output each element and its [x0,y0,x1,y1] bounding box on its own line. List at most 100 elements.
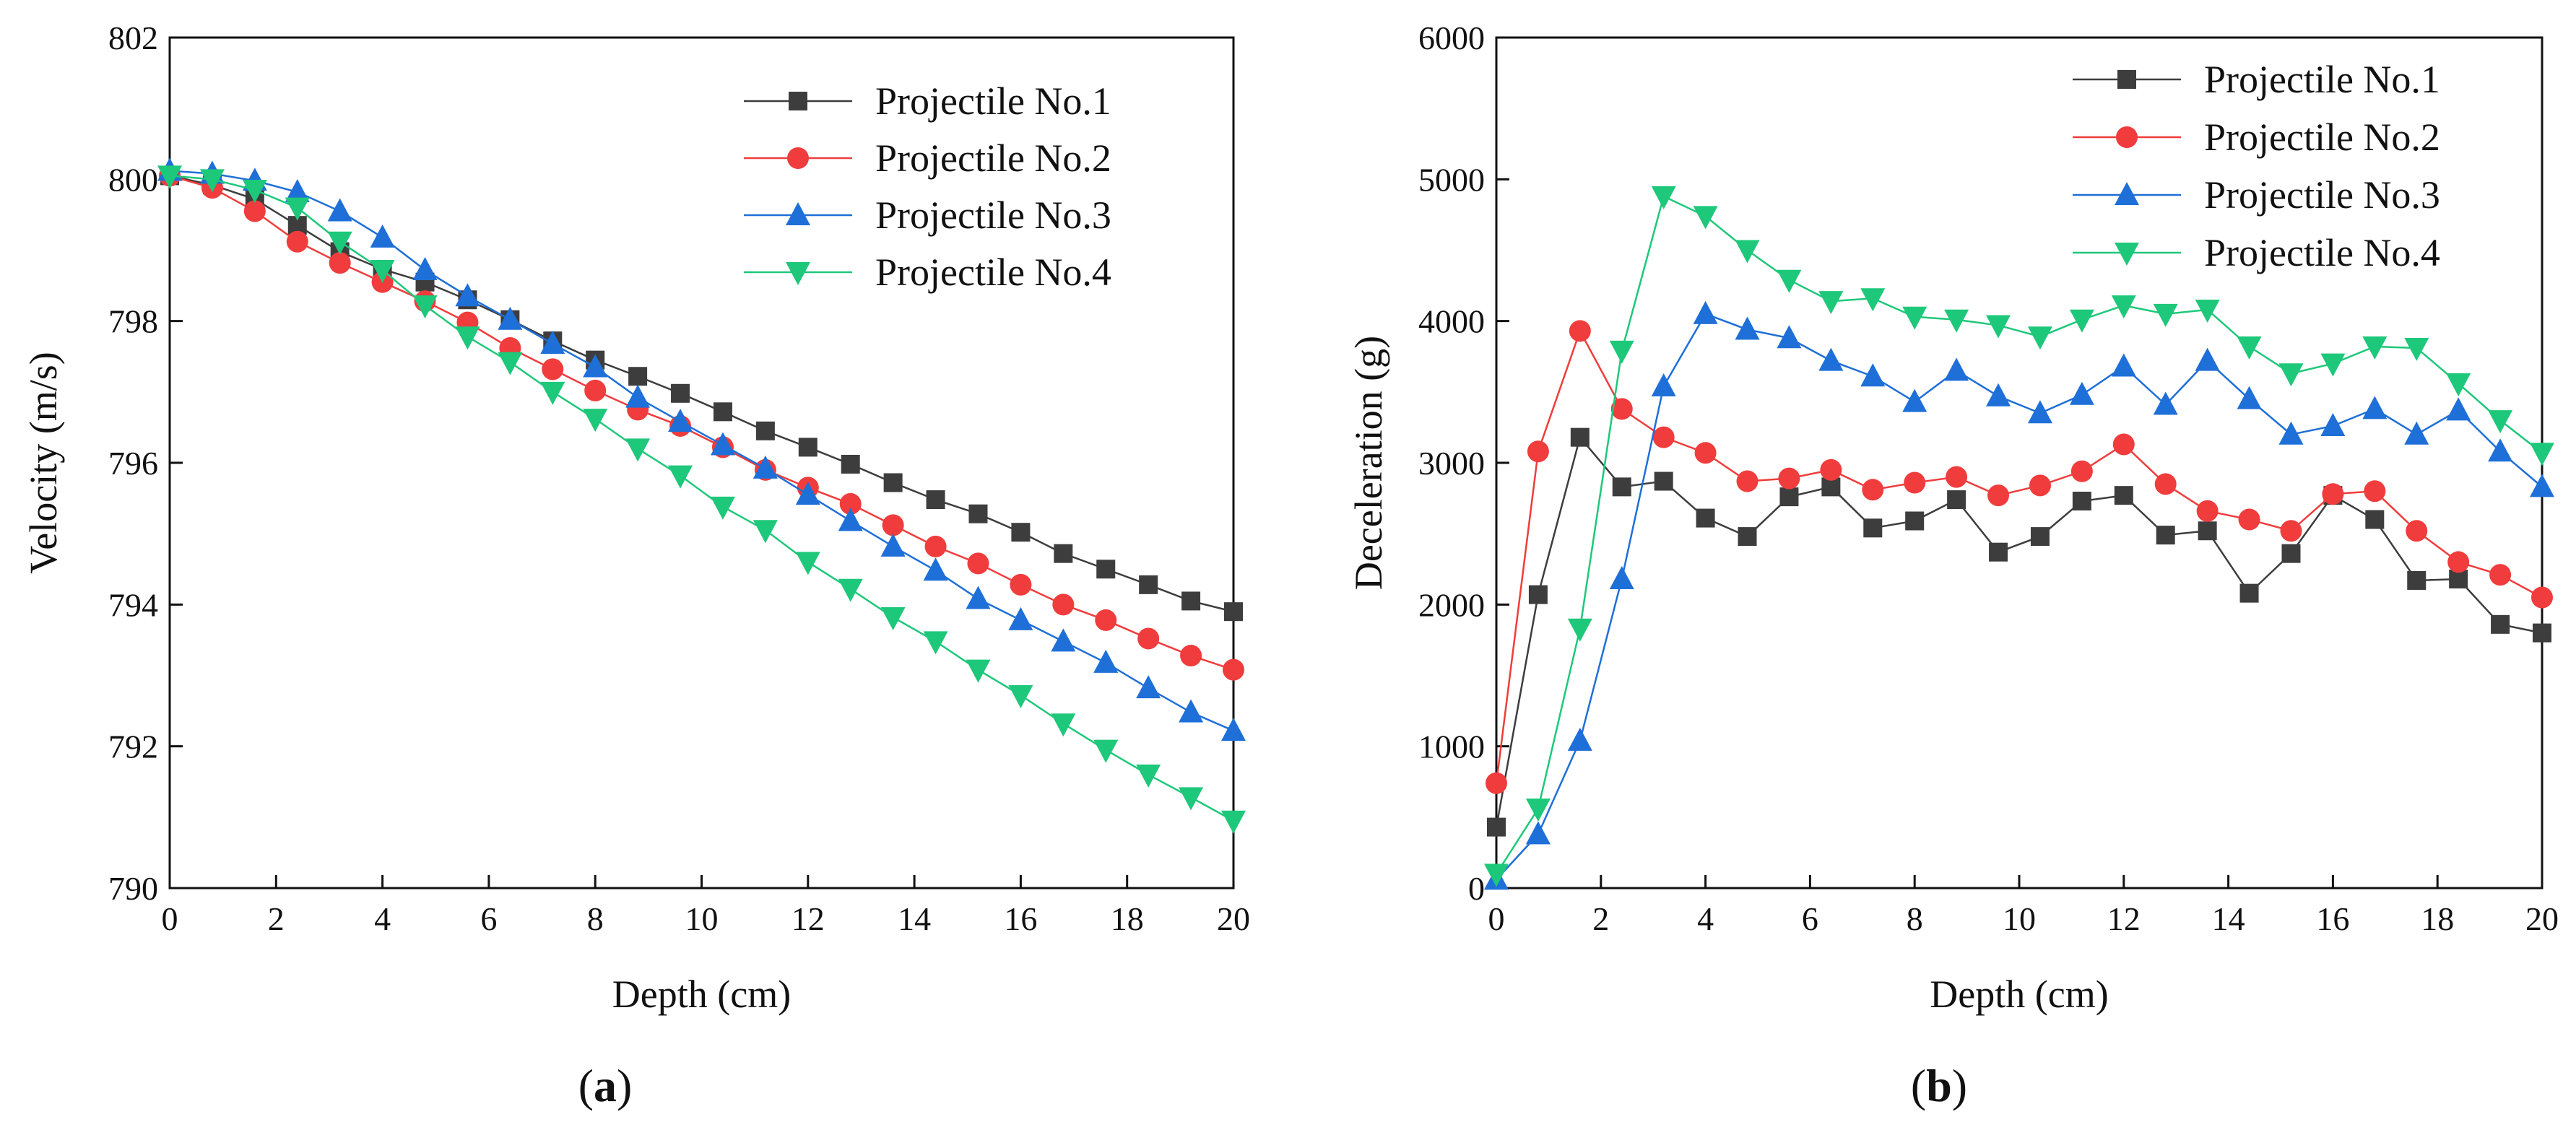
x-tick-label-a-0: 0 [162,900,178,937]
data-point-a-projectile-no-1-25 [1224,602,1243,622]
data-point-a-projectile-no-4-15 [795,552,820,575]
legend-marker-b-projectile-no-4 [2115,243,2139,266]
y-tick-label-b-6000: 6000 [1418,19,1485,56]
x-tick-label-b-14: 14 [2212,900,2245,937]
data-point-b-projectile-no-3-25 [2530,474,2554,497]
data-point-b-projectile-no-2-11 [1946,466,1968,488]
panel-label-a: (a) [578,1060,633,1111]
data-point-b-projectile-no-4-4 [1651,186,1676,209]
data-point-b-projectile-no-4-12 [1986,315,2011,339]
legend-marker-a-projectile-no-2 [787,147,809,169]
data-point-b-projectile-no-4-19 [2278,363,2304,387]
data-point-b-projectile-no-3-16 [2153,391,2178,415]
legend-marker-b-projectile-no-3 [2115,182,2139,205]
y-tick-label-b-3000: 3000 [1418,445,1485,482]
data-point-a-projectile-no-2-21 [1052,593,1075,616]
data-point-b-projectile-no-1-18 [2239,583,2259,603]
data-point-a-projectile-no-3-5 [370,224,395,248]
data-point-a-projectile-no-1-16 [841,454,860,474]
legend-marker-b-projectile-no-1 [2117,70,2136,89]
data-point-b-projectile-no-4-0 [1484,864,1509,887]
x-tick-label-a-4: 4 [374,900,391,937]
data-point-b-projectile-no-2-23 [2447,551,2470,573]
legend-label-a-projectile-no-1: Projectile No.1 [875,79,1111,123]
data-point-b-projectile-no-3-2 [1567,727,1592,751]
y-tick-label-a-794: 794 [108,586,158,623]
data-point-b-projectile-no-3-19 [2278,421,2304,445]
y-tick-label-b-5000: 5000 [1418,161,1485,198]
x-tick-label-a-2: 2 [268,900,285,937]
data-point-a-projectile-no-3-19 [966,586,991,609]
data-point-b-projectile-no-2-24 [2489,564,2512,586]
data-point-a-projectile-no-1-13 [713,402,732,422]
data-point-a-projectile-no-3-6 [412,256,438,280]
legend-label-a-projectile-no-4: Projectile No.4 [875,251,1111,294]
y-axis-title-a: Velocity (m/s) [22,352,65,573]
series-line-b-projectile-no-4 [1495,195,2543,875]
data-point-b-projectile-no-3-4 [1651,373,1676,396]
data-point-b-projectile-no-2-9 [1862,479,1884,501]
data-point-a-projectile-no-2-2 [243,200,266,222]
data-point-b-projectile-no-4-9 [1860,288,1886,312]
x-axis-b: 0 2 4 6 8 10 12 14 16 18 20 [1488,875,2559,937]
data-point-b-projectile-no-4-21 [2362,336,2388,360]
x-tick-label-a-14: 14 [898,900,931,937]
data-point-b-projectile-no-4-7 [1777,269,1802,293]
data-point-b-projectile-no-3-7 [1777,325,1802,349]
data-point-a-projectile-no-1-22 [1096,560,1116,579]
data-point-a-projectile-no-2-16 [839,492,862,515]
legend-item-b-projectile-no-1: Projectile No.1 [2073,58,2440,101]
data-point-b-projectile-no-3-22 [2404,421,2429,445]
data-point-b-projectile-no-2-20 [2322,483,2344,505]
data-point-a-projectile-no-4-10 [583,409,608,432]
y-axis-b: 0 1000 2000 3000 4000 5000 6000 [1418,19,1509,907]
data-point-b-projectile-no-4-1 [1525,799,1551,822]
legend-label-b-projectile-no-1: Projectile No.1 [2204,58,2440,101]
data-point-a-projectile-no-4-6 [412,295,438,319]
y-tick-label-a-800: 800 [108,161,158,198]
chart-a: 0 2 4 6 8 10 12 14 16 18 20 790 792 794 796 798 800 802 De… [22,19,1250,1016]
data-point-b-projectile-no-1-13 [2030,527,2050,547]
x-tick-label-b-20: 20 [2525,900,2559,937]
data-point-b-projectile-no-2-10 [1904,471,1926,494]
data-point-b-projectile-no-3-9 [1860,363,1886,387]
data-point-b-projectile-no-1-6 [1738,527,1757,547]
data-point-a-projectile-no-3-13 [710,432,735,456]
data-point-a-projectile-no-4-7 [455,326,480,350]
data-point-b-projectile-no-1-22 [2407,570,2427,590]
legend-item-b-projectile-no-4: Projectile No.4 [2073,231,2440,274]
data-point-b-projectile-no-4-8 [1818,291,1844,315]
data-point-a-projectile-no-2-25 [1223,658,1244,681]
data-point-a-projectile-no-3-20 [1008,606,1033,630]
x-tick-label-a-8: 8 [587,900,604,937]
y-tick-label-b-4000: 4000 [1418,303,1485,340]
data-point-a-projectile-no-4-14 [753,520,778,544]
data-point-a-projectile-no-3-17 [880,533,906,557]
data-point-a-projectile-no-3-4 [327,198,352,222]
data-point-b-projectile-no-1-5 [1696,508,1715,528]
data-point-a-projectile-no-4-1 [199,169,225,193]
data-point-a-projectile-no-4-21 [1051,713,1076,737]
data-point-a-projectile-no-2-23 [1137,627,1160,650]
data-point-b-projectile-no-4-25 [2530,443,2554,466]
chart-b: 0 2 4 6 8 10 12 14 16 18 20 0 1000 2000 3000 4000 5000 60… [1347,19,2559,1016]
x-tick-label-b-12: 12 [2107,900,2141,937]
data-point-a-projectile-no-2-20 [1010,573,1032,596]
chart-panels: 0 2 4 6 8 10 12 14 16 18 20790792794796798800802De… [22,19,2559,1016]
data-point-b-projectile-no-3-6 [1735,316,1760,340]
data-point-a-projectile-no-3-14 [753,455,778,479]
data-point-b-projectile-no-2-17 [2196,500,2219,522]
legend-label-a-projectile-no-2: Projectile No.2 [875,136,1111,180]
y-axis-title-b: Deceleration (g) [1347,336,1390,590]
data-point-b-projectile-no-3-23 [2446,397,2471,421]
data-point-b-projectile-no-2-25 [2531,586,2553,609]
y-tick-label-a-802: 802 [108,19,158,56]
data-point-a-projectile-no-4-25 [1221,810,1246,834]
legend-label-a-projectile-no-3: Projectile No.3 [875,193,1111,237]
x-tick-label-a-12: 12 [792,900,825,937]
data-point-b-projectile-no-2-0 [1486,772,1507,794]
data-point-b-projectile-no-3-24 [2488,438,2513,462]
legend-marker-a-projectile-no-1 [789,92,807,110]
data-point-a-projectile-no-3-12 [668,409,693,432]
data-point-a-projectile-no-1-19 [968,504,988,523]
